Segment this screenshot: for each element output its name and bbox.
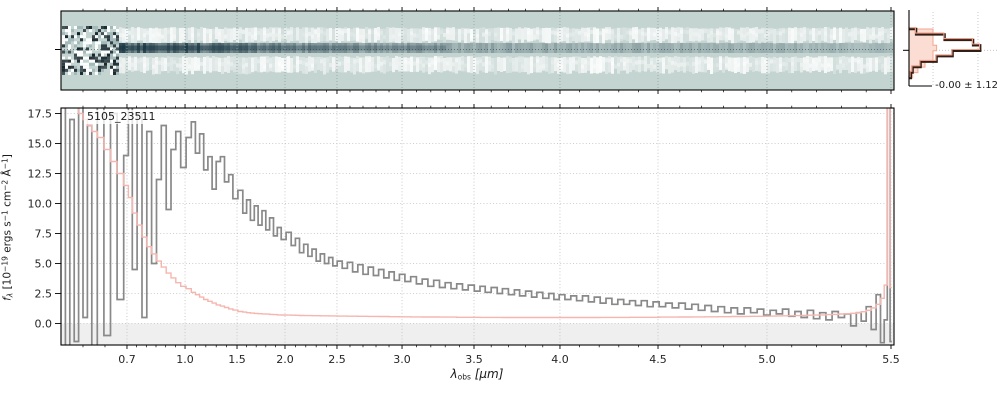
svg-text:7.5: 7.5 bbox=[35, 227, 53, 240]
svg-text:15.0: 15.0 bbox=[28, 137, 53, 150]
histogram-stats-label: -0.00 ± 1.12 bbox=[935, 80, 998, 91]
residual-histogram-panel bbox=[903, 10, 998, 87]
svg-text:1.5: 1.5 bbox=[228, 353, 246, 366]
svg-text:10.0: 10.0 bbox=[28, 197, 53, 210]
spectrum-1d-panel: 0.7 1.0 1.5 2.0 2.5 3.0 3.5 4.0 4.5 5.0 5.5 0.0 2.5 5… bbox=[28, 104, 900, 366]
svg-text:0.0: 0.0 bbox=[35, 317, 53, 330]
svg-text:1.0: 1.0 bbox=[176, 353, 194, 366]
source-id-label: 5105_23511 bbox=[84, 110, 159, 124]
flux-step-line bbox=[64, 108, 892, 345]
svg-text:5.0: 5.0 bbox=[758, 353, 776, 366]
svg-text:4.5: 4.5 bbox=[649, 353, 667, 366]
svg-text:4.0: 4.0 bbox=[551, 353, 569, 366]
spectrum-2d-panel bbox=[55, 7, 895, 94]
svg-text:5.5: 5.5 bbox=[882, 353, 900, 366]
svg-text:3.0: 3.0 bbox=[393, 353, 411, 366]
svg-text:2.0: 2.0 bbox=[276, 353, 294, 366]
svg-text:2.5: 2.5 bbox=[35, 287, 53, 300]
y-axis-label: fλ [10−19 ergs s−1 cm−2 Å−1] bbox=[0, 154, 15, 301]
svg-text:3.5: 3.5 bbox=[465, 353, 483, 366]
histogram-dark-outline bbox=[909, 27, 982, 80]
x-axis-label: λobs [μm] bbox=[450, 367, 504, 382]
error-step-line bbox=[69, 108, 892, 319]
histogram-salmon-outline bbox=[908, 27, 981, 78]
svg-text:12.5: 12.5 bbox=[28, 167, 53, 180]
svg-text:0.7: 0.7 bbox=[118, 353, 136, 366]
svg-text:17.5: 17.5 bbox=[28, 107, 53, 120]
svg-text:2.5: 2.5 bbox=[328, 353, 346, 366]
svg-text:5.0: 5.0 bbox=[35, 257, 53, 270]
